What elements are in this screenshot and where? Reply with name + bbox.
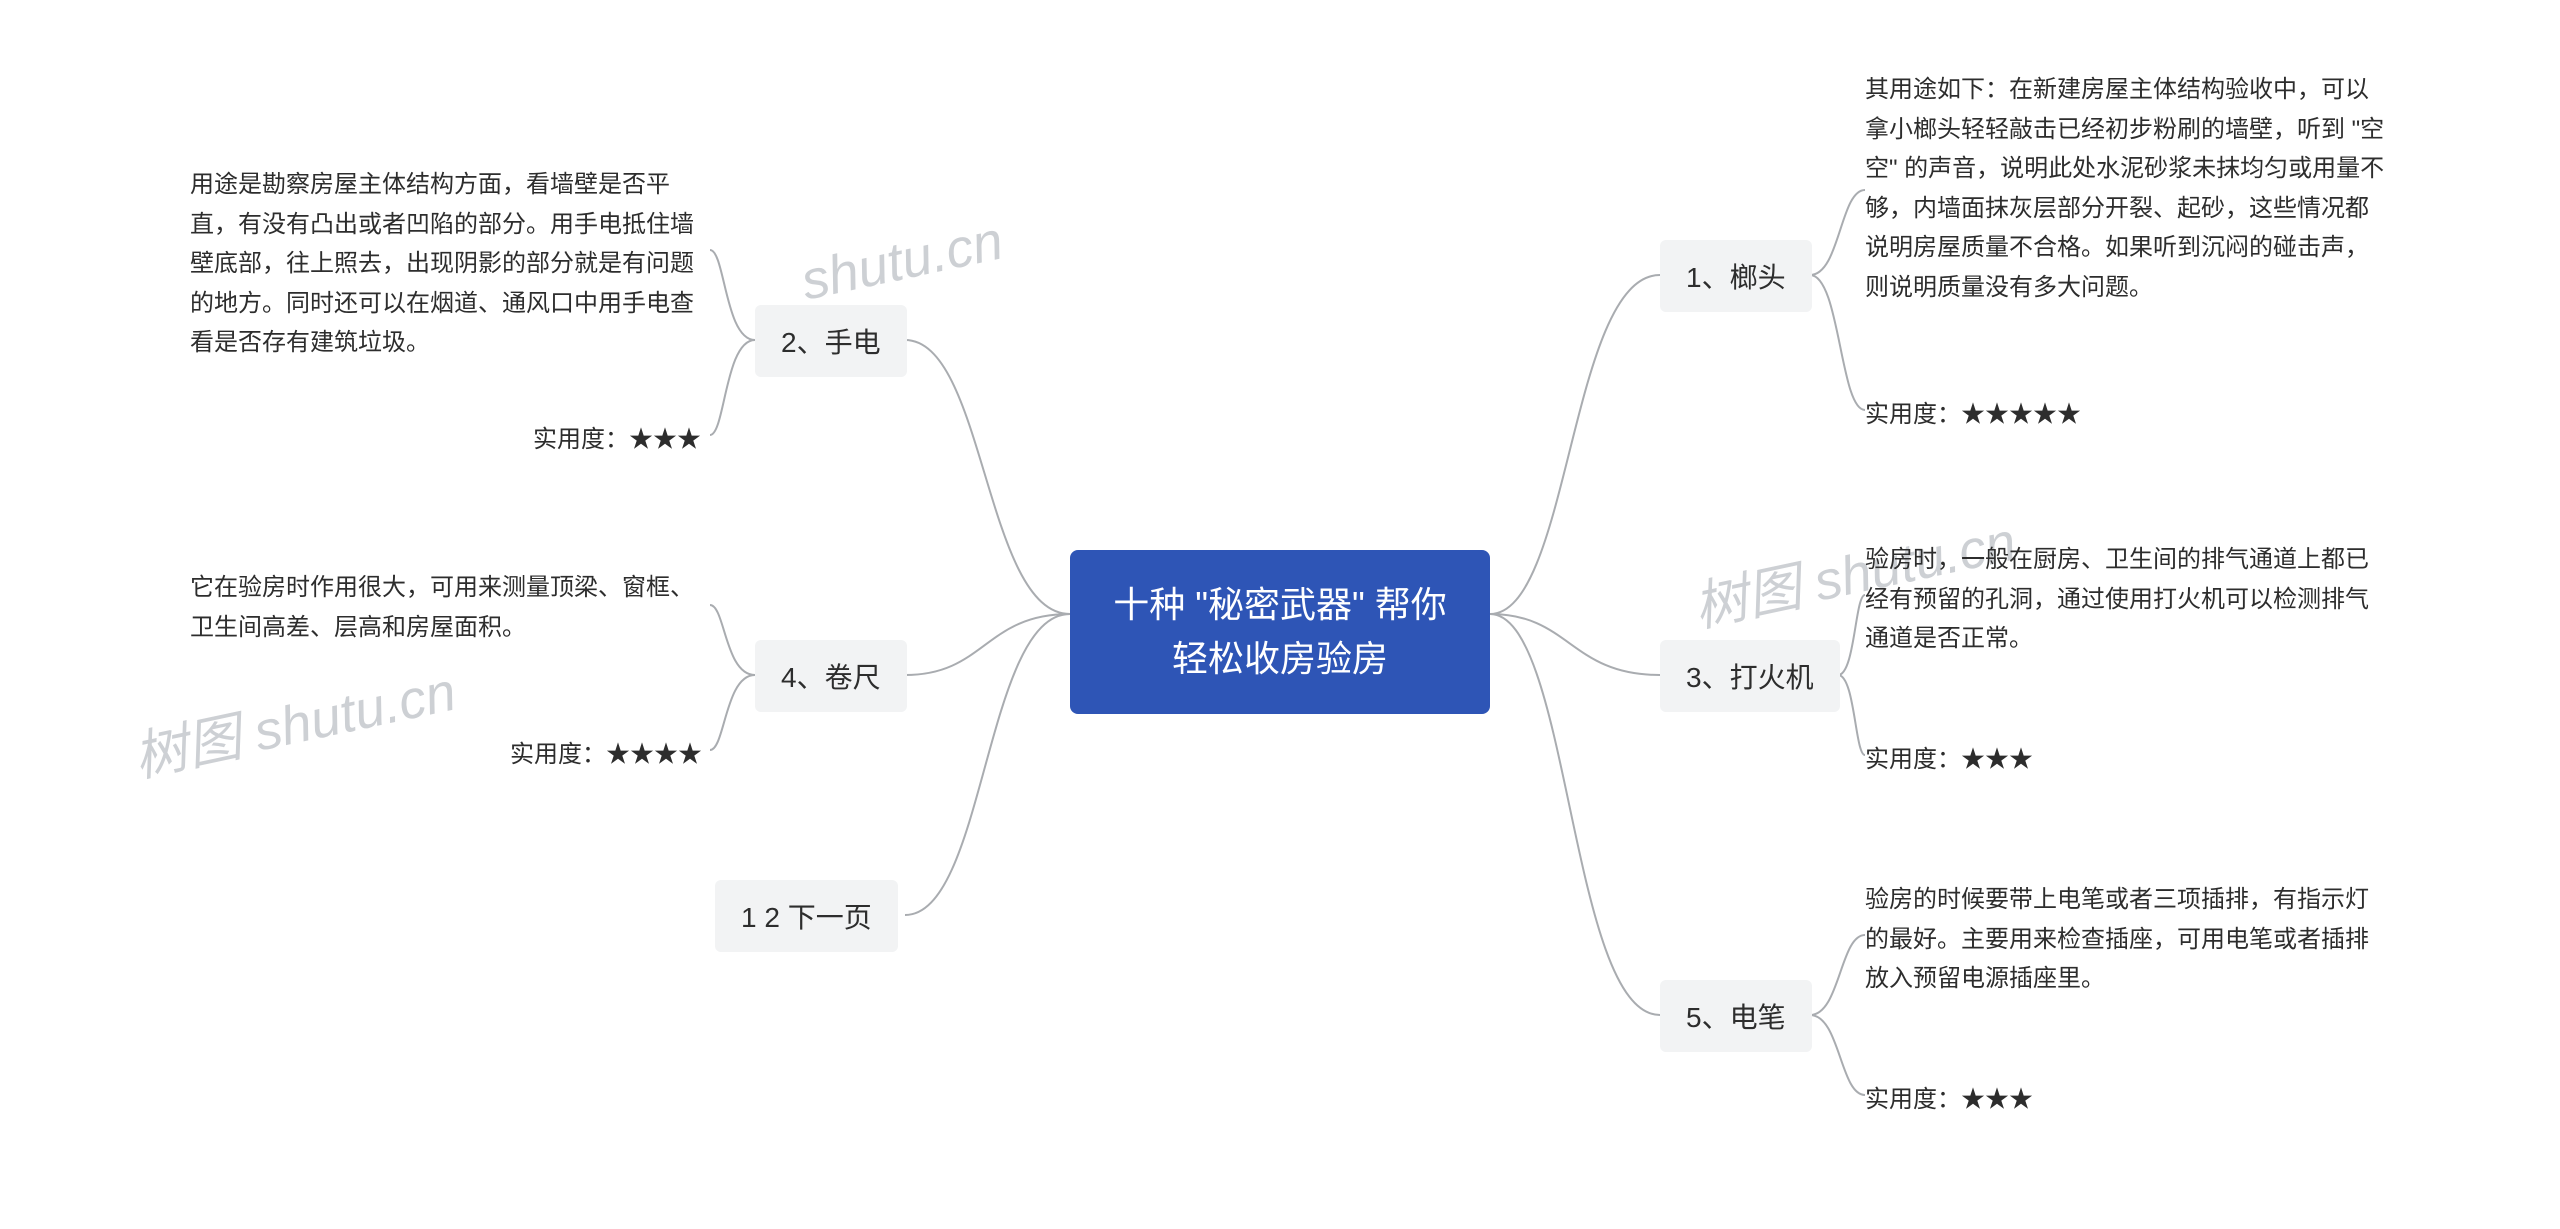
leaf-node-rating: 实用度：★★★★★ [1865,395,2385,435]
mindmap-canvas: 树图 shutu.cn 树图 shutu.cn shutu.cn [0,0,2560,1229]
leaf-node: 其用途如下：在新建房屋主体结构验收中，可以拿小榔头轻轻敲击已经初步粉刷的墙壁，听… [1865,70,2385,308]
branch-node-1: 1、榔头 [1660,240,1812,312]
watermark: shutu.cn [796,209,1009,312]
leaf-node-rating: 实用度：★★★★ [510,735,1030,775]
branch-node-2: 2、手电 [755,305,907,377]
branch-node-next: 1 2 下一页 [715,880,898,952]
branch-node-4: 4、卷尺 [755,640,907,712]
leaf-node-rating: 实用度：★★★ [1865,1080,2385,1120]
leaf-node-rating: 实用度：★★★ [1865,740,2385,780]
leaf-node: 验房时，一般在厨房、卫生间的排气通道上都已经有预留的孔洞，通过使用打火机可以检测… [1865,540,2385,659]
watermark: 树图 shutu.cn [125,647,461,792]
leaf-node-rating: 实用度：★★★ [533,420,1053,460]
root-node: 十种 "秘密武器" 帮你轻松收房验房 [1070,550,1490,714]
leaf-node: 它在验房时作用很大，可用来测量顶梁、窗框、卫生间高差、层高和房屋面积。 [190,568,710,647]
branch-node-3: 3、打火机 [1660,640,1840,712]
leaf-node: 用途是勘察房屋主体结构方面，看墙壁是否平直，有没有凸出或者凹陷的部分。用手电抵住… [190,165,710,363]
branch-node-5: 5、电笔 [1660,980,1812,1052]
leaf-node: 验房的时候要带上电笔或者三项插排，有指示灯的最好。主要用来检查插座，可用电笔或者… [1865,880,2385,999]
